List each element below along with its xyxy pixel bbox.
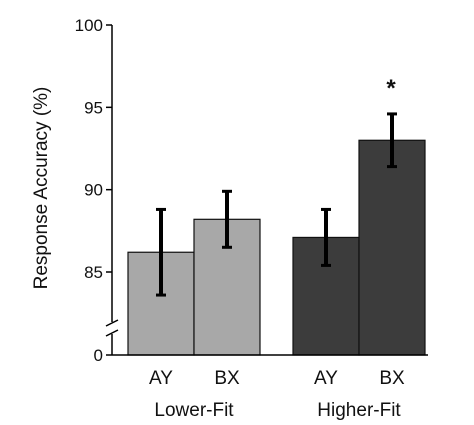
category-label: BX [379, 368, 405, 389]
y-tick-label: 95 [84, 98, 103, 117]
bar-higher-fit-bx [358, 139, 426, 356]
labels-layer: AY BX AY * BX Lower-Fit Higher-Fit [149, 75, 405, 421]
y-axis-label: Response Accuracy (%) [31, 87, 52, 290]
y-tick-label: 100 [75, 16, 103, 35]
group-label: Higher-Fit [317, 400, 401, 421]
axis-break-mark [105, 319, 119, 327]
y-tick-label: 85 [84, 263, 103, 282]
significance-annotation: * [386, 75, 396, 102]
category-label: BX [214, 368, 240, 389]
error-bars-layer [156, 112, 397, 297]
y-tick-label: 90 [84, 181, 103, 200]
axis-break-mark [105, 329, 119, 337]
category-label: AY [149, 368, 173, 389]
category-label: AY [314, 368, 338, 389]
y-tick-label: 0 [94, 346, 103, 365]
bars-layer [127, 139, 426, 356]
group-label: Lower-Fit [154, 400, 234, 421]
y-axis: 0 85 90 95 100 [75, 16, 119, 365]
